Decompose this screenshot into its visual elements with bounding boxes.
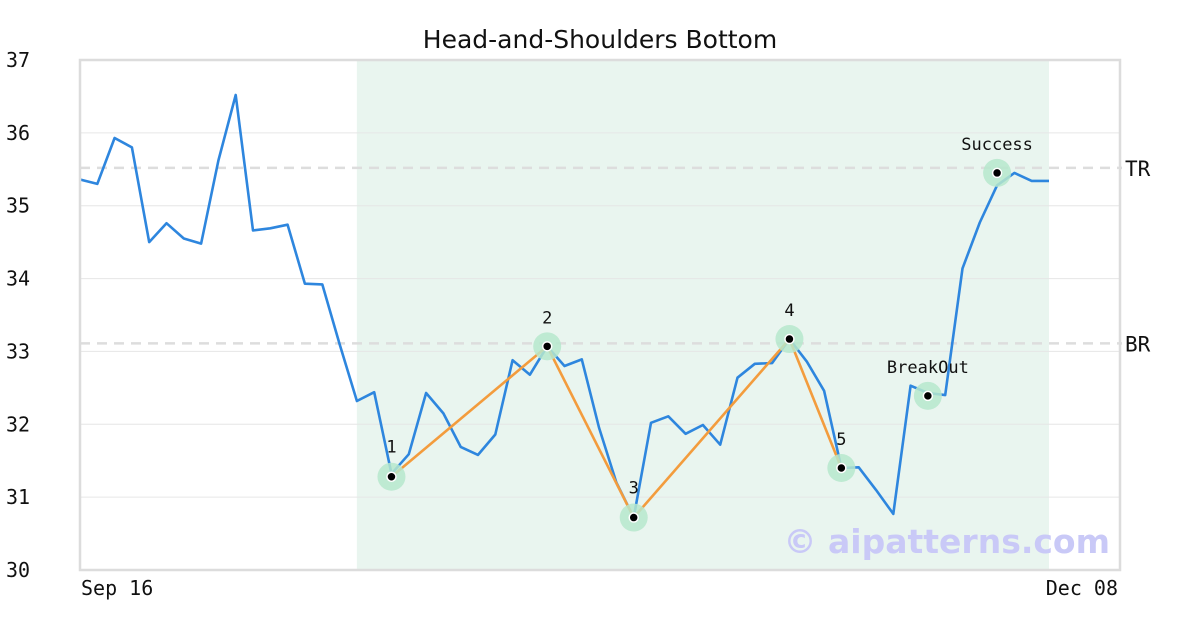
pattern-highlight-region	[356, 60, 1049, 570]
y-tick-label: 36	[6, 121, 30, 145]
pattern-point-4-label: 4	[784, 301, 794, 321]
y-tick-label: 30	[6, 558, 30, 582]
y-tick-label: 35	[6, 194, 30, 218]
pattern-segment	[632, 338, 791, 519]
y-axis: 30 31 32 33 34 35 36 37	[6, 48, 30, 582]
event-breakout-label: BreakOut	[887, 358, 969, 378]
pattern-point-4-dot	[784, 333, 795, 345]
y-tick-label: 34	[6, 267, 30, 291]
y-tick-label: 37	[6, 48, 30, 72]
pattern-point-3-dot	[628, 512, 639, 523]
y-tick-label: 32	[6, 412, 30, 436]
y-tick-label: 33	[6, 339, 30, 363]
pattern-point-1-dot	[386, 471, 397, 482]
event-breakout-dot	[922, 390, 934, 402]
pattern-segment	[390, 345, 549, 478]
event-success-label: Success	[961, 135, 1033, 155]
pattern-point-2-dot	[541, 341, 553, 352]
plot-frame	[78, 58, 1122, 572]
chart-title: Head-and-Shoulders Bottom	[423, 25, 777, 54]
x-tick-label-end: Dec 08	[1046, 576, 1118, 600]
level-label: BR	[1125, 332, 1151, 356]
pattern-point-3-label: 3	[629, 479, 639, 499]
pattern-segment	[546, 345, 635, 519]
pattern-lines	[390, 338, 843, 519]
level-lines: TR BR	[80, 157, 1151, 356]
watermark: © aipatterns.com	[784, 522, 1110, 561]
pattern-point-5-label: 5	[836, 430, 846, 450]
x-tick-label-start: Sep 16	[81, 576, 153, 600]
gridlines	[80, 132, 1120, 498]
level-label: TR	[1125, 157, 1151, 181]
y-tick-label: 31	[6, 485, 30, 509]
pattern-point-1-label: 1	[386, 438, 396, 458]
pattern-point-5-dot	[836, 462, 847, 474]
price-line	[79, 93, 1049, 519]
pattern-point-2-label: 2	[542, 308, 552, 328]
markers: 1 2 3 4 5 BreakOut Success	[377, 135, 1033, 532]
event-success-dot	[991, 167, 1003, 179]
pattern-segment	[788, 338, 843, 469]
x-axis: Sep 16 Dec 08	[81, 576, 1118, 600]
